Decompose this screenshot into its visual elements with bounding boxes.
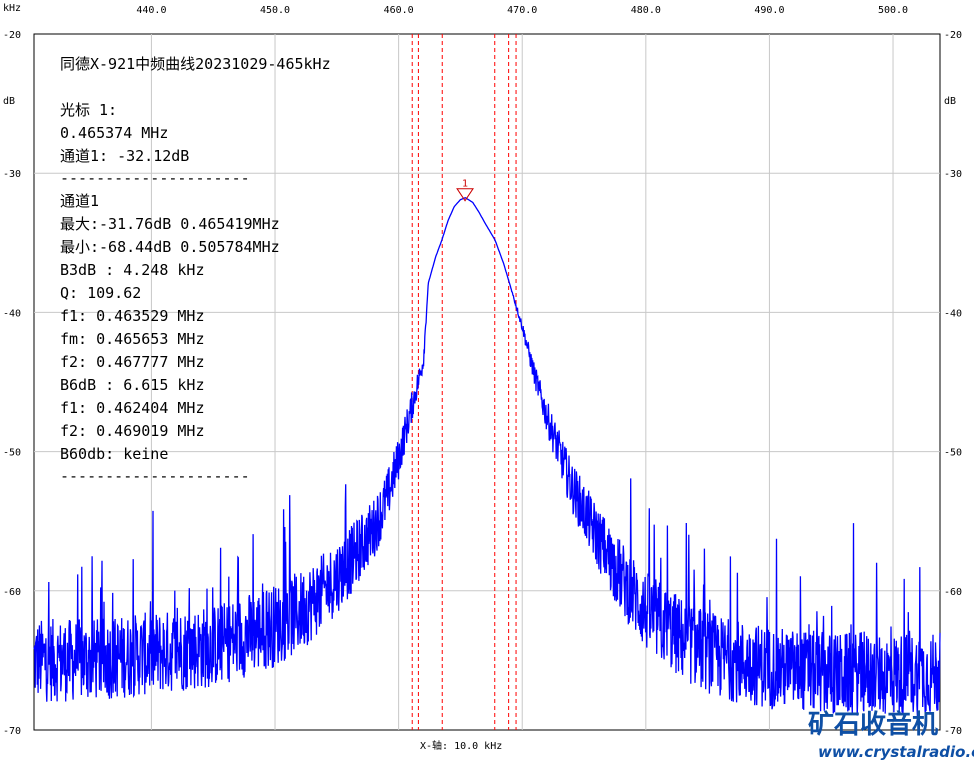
f1-3db-value: f1: 0.463529 MHz <box>60 307 205 325</box>
y-tick-label-right: -20 <box>944 30 962 41</box>
plot-area <box>33 33 941 731</box>
x-tick-label: 490.0 <box>754 5 784 16</box>
bandwidth-marker-lines <box>411 34 517 730</box>
channel-heading: 通道1 <box>60 192 99 210</box>
cursor-marker-label: 1 <box>462 179 468 190</box>
x-axis-label: X-轴: 10.0 kHz <box>420 739 502 752</box>
x-tick-label: 460.0 <box>384 5 414 16</box>
y-tick-label-left: -40 <box>3 308 21 319</box>
watermark-url: www.crystalradio.cn <box>818 743 974 761</box>
min-value: 最小:-68.44dB 0.505784MHz <box>60 238 280 256</box>
y-unit-label-left: dB <box>3 96 15 107</box>
y-tick-label-left: -70 <box>3 726 21 737</box>
y-tick-label-right: -70 <box>944 726 962 737</box>
separator-top: --------------------- <box>60 169 250 187</box>
f2-3db-value: f2: 0.467777 MHz <box>60 353 205 371</box>
max-value: 最大:-31.76dB 0.465419MHz <box>60 215 280 233</box>
b3db-value: B3dB : 4.248 kHz <box>60 261 205 279</box>
y-tick-label-right: -60 <box>944 587 962 598</box>
y-tick-label-left: -60 <box>3 587 21 598</box>
y-tick-label-left: -20 <box>3 30 21 41</box>
q-value: Q: 109.62 <box>60 284 141 302</box>
f2-6db-value: f2: 0.469019 MHz <box>60 422 205 440</box>
cursor-label: 光标 1: <box>60 101 117 119</box>
chart-title: 同德X-921中频曲线20231029-465kHz <box>60 55 331 73</box>
grid-lines <box>34 34 940 730</box>
site-watermark: 矿石收音机 www.crystalradio.cn <box>808 709 974 761</box>
f1-6db-value: f1: 0.462404 MHz <box>60 399 205 417</box>
x-tick-label: 470.0 <box>507 5 537 16</box>
x-unit-label: kHz <box>3 3 21 14</box>
y-unit-label-right: dB <box>944 96 956 107</box>
info-panel: 同德X-921中频曲线20231029-465kHz 光标 1: 0.46537… <box>60 55 331 485</box>
y-tick-label-left: -30 <box>3 169 21 180</box>
watermark-logo-text: 矿石收音机 <box>808 709 938 740</box>
fm-value: fm: 0.465653 MHz <box>60 330 205 348</box>
tick-labels: 440.0 450.0 460.0 470.0 480.0 490.0 500.0 -20 -2… <box>3 5 962 737</box>
x-tick-label: 480.0 <box>631 5 661 16</box>
series-layer <box>33 197 941 717</box>
cursor-marker-layer: 1 <box>456 179 474 202</box>
y-tick-label-left: -50 <box>3 448 21 459</box>
cursor-channel-value: 通道1: -32.12dB <box>60 147 189 165</box>
x-tick-label: 500.0 <box>878 5 908 16</box>
series-line <box>33 197 941 717</box>
b6db-value: B6dB : 6.615 kHz <box>60 376 205 394</box>
separator-bottom: --------------------- <box>60 467 250 485</box>
cursor-frequency: 0.465374 MHz <box>60 124 168 142</box>
cursor-marker-triangle <box>456 188 474 202</box>
y-tick-label-right: -40 <box>944 308 962 319</box>
b60db-value: B60db: keine <box>60 445 168 463</box>
x-tick-label: 440.0 <box>136 5 166 16</box>
y-tick-label-right: -50 <box>944 448 962 459</box>
x-tick-label: 450.0 <box>260 5 290 16</box>
y-tick-label-right: -30 <box>944 169 962 180</box>
